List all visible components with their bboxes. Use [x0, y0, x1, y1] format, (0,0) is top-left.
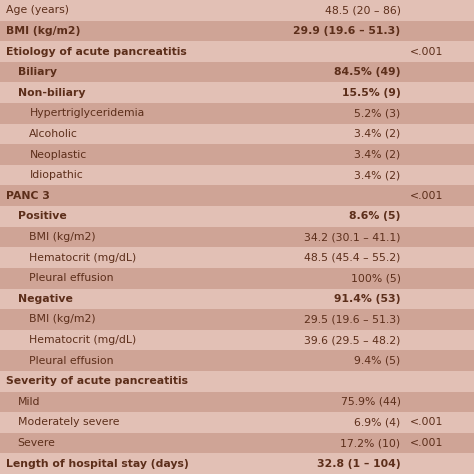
- Text: Hypertriglyceridemia: Hypertriglyceridemia: [29, 109, 145, 118]
- Bar: [0, 185, 474, 206]
- Bar: [0, 0, 474, 20]
- Text: 39.6 (29.5 – 48.2): 39.6 (29.5 – 48.2): [304, 335, 401, 345]
- Bar: [0, 330, 474, 350]
- Text: 3.4% (2): 3.4% (2): [354, 150, 401, 160]
- Text: 34.2 (30.1 – 41.1): 34.2 (30.1 – 41.1): [304, 232, 401, 242]
- Bar: [0, 144, 474, 165]
- Text: 84.5% (49): 84.5% (49): [334, 67, 401, 77]
- Text: <.001: <.001: [410, 191, 443, 201]
- Bar: [0, 206, 474, 227]
- Bar: [0, 247, 474, 268]
- Text: 17.2% (10): 17.2% (10): [340, 438, 401, 448]
- Text: 48.5 (45.4 – 55.2): 48.5 (45.4 – 55.2): [304, 253, 401, 263]
- Bar: [0, 371, 474, 392]
- Bar: [0, 124, 474, 144]
- Text: <.001: <.001: [410, 438, 443, 448]
- Bar: [0, 454, 474, 474]
- Text: Pleural effusion: Pleural effusion: [29, 273, 114, 283]
- Bar: [0, 412, 474, 433]
- Text: 9.4% (5): 9.4% (5): [354, 356, 401, 365]
- Text: 29.5 (19.6 – 51.3): 29.5 (19.6 – 51.3): [304, 314, 401, 324]
- Text: Alcoholic: Alcoholic: [29, 129, 78, 139]
- Bar: [0, 62, 474, 82]
- Bar: [0, 268, 474, 289]
- Text: 91.4% (53): 91.4% (53): [334, 294, 401, 304]
- Text: BMI (kg/m2): BMI (kg/m2): [29, 314, 96, 324]
- Text: Hematocrit (mg/dL): Hematocrit (mg/dL): [29, 335, 137, 345]
- Text: 32.8 (1 – 104): 32.8 (1 – 104): [317, 459, 401, 469]
- Text: 3.4% (2): 3.4% (2): [354, 129, 401, 139]
- Text: 29.9 (19.6 – 51.3): 29.9 (19.6 – 51.3): [293, 26, 401, 36]
- Text: 3.4% (2): 3.4% (2): [354, 170, 401, 180]
- Bar: [0, 165, 474, 185]
- Text: 5.2% (3): 5.2% (3): [354, 109, 401, 118]
- Text: PANC 3: PANC 3: [6, 191, 50, 201]
- Text: 15.5% (9): 15.5% (9): [342, 88, 401, 98]
- Text: Age (years): Age (years): [6, 5, 69, 15]
- Text: Neoplastic: Neoplastic: [29, 150, 87, 160]
- Bar: [0, 82, 474, 103]
- Bar: [0, 103, 474, 124]
- Bar: [0, 309, 474, 330]
- Bar: [0, 289, 474, 309]
- Text: 75.9% (44): 75.9% (44): [340, 397, 401, 407]
- Text: Pleural effusion: Pleural effusion: [29, 356, 114, 365]
- Bar: [0, 350, 474, 371]
- Text: <.001: <.001: [410, 418, 443, 428]
- Bar: [0, 433, 474, 454]
- Text: Mild: Mild: [18, 397, 40, 407]
- Text: Negative: Negative: [18, 294, 73, 304]
- Text: Moderately severe: Moderately severe: [18, 418, 119, 428]
- Text: Positive: Positive: [18, 211, 66, 221]
- Bar: [0, 41, 474, 62]
- Text: Severe: Severe: [18, 438, 55, 448]
- Bar: [0, 392, 474, 412]
- Text: Length of hospital stay (days): Length of hospital stay (days): [6, 459, 189, 469]
- Text: Etiology of acute pancreatitis: Etiology of acute pancreatitis: [6, 46, 186, 56]
- Text: Biliary: Biliary: [18, 67, 56, 77]
- Text: Idiopathic: Idiopathic: [29, 170, 83, 180]
- Text: 48.5 (20 – 86): 48.5 (20 – 86): [325, 5, 401, 15]
- Text: 100% (5): 100% (5): [351, 273, 401, 283]
- Text: Hematocrit (mg/dL): Hematocrit (mg/dL): [29, 253, 137, 263]
- Text: BMI (kg/m2): BMI (kg/m2): [29, 232, 96, 242]
- Text: 6.9% (4): 6.9% (4): [354, 418, 401, 428]
- Text: BMI (kg/m2): BMI (kg/m2): [6, 26, 80, 36]
- Bar: [0, 20, 474, 41]
- Bar: [0, 227, 474, 247]
- Text: <.001: <.001: [410, 46, 443, 56]
- Text: 8.6% (5): 8.6% (5): [349, 211, 401, 221]
- Text: Severity of acute pancreatitis: Severity of acute pancreatitis: [6, 376, 188, 386]
- Text: Non-biliary: Non-biliary: [18, 88, 85, 98]
